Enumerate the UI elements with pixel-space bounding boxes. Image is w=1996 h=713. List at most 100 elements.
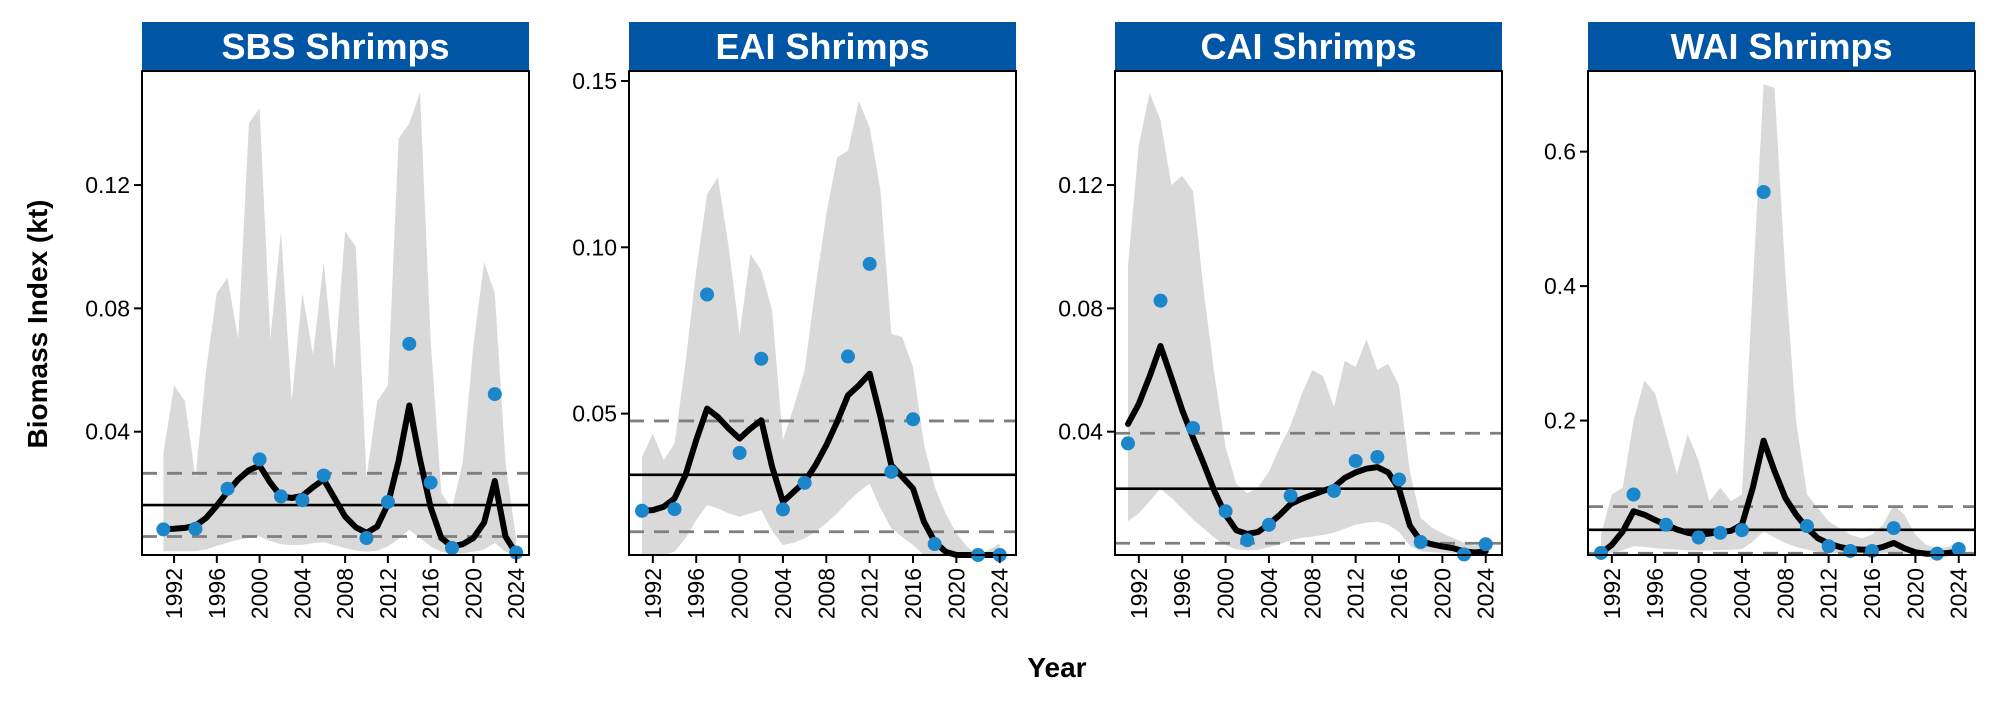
data-point	[509, 545, 524, 560]
data-point	[1756, 185, 1771, 199]
x-tick-label: 2008	[813, 568, 839, 619]
y-tick-label: 0.04	[1058, 419, 1103, 445]
facet-strip-title: WAI Shrimps	[1670, 26, 1892, 67]
facet-panel: CAI Shrimps 0.04 0.08 0.12 1992 1996 2000 2004 2…	[1058, 22, 1503, 619]
x-axis-title: Year	[1027, 652, 1086, 683]
x-tick-label: 2012	[375, 568, 401, 619]
facet-strip	[1115, 22, 1502, 71]
data-point	[1930, 546, 1945, 561]
y-tick-label: 0.2	[1544, 408, 1576, 434]
x-tick-label: 2004	[1256, 568, 1282, 619]
facet-strip-title: CAI Shrimps	[1200, 26, 1416, 67]
confidence-ribbon	[1128, 92, 1486, 555]
x-tick-label: 2024	[1946, 568, 1972, 619]
y-tick-label: 0.08	[1058, 295, 1103, 321]
x-tick-label: 1992	[1126, 568, 1152, 619]
data-point	[862, 256, 877, 271]
data-point	[667, 502, 682, 517]
data-point	[1240, 533, 1255, 548]
data-point	[1734, 523, 1749, 538]
facet-panels: SBS Shrimps 0.04 0.08 0.12 1992 1996 2000 2004 2…	[85, 22, 1976, 619]
panel-border	[1114, 70, 1503, 556]
data-point	[402, 336, 417, 351]
y-tick-label: 0.15	[572, 68, 617, 94]
x-tick-label: 2008	[1772, 568, 1798, 619]
data-point	[1821, 539, 1836, 554]
x-tick-label: 2016	[1386, 568, 1412, 619]
x-tick-label: 2016	[1859, 568, 1885, 619]
data-point	[220, 481, 235, 496]
y-tick-label: 0.6	[1544, 139, 1576, 165]
x-tick-label: 1992	[640, 568, 666, 619]
x-tick-label: 1996	[683, 568, 709, 619]
data-point	[1799, 519, 1814, 534]
x-tick-label: 2004	[770, 568, 796, 619]
y-tick-label: 0.10	[572, 234, 617, 260]
data-point	[1261, 517, 1276, 532]
x-tick-label: 2020	[943, 568, 969, 619]
data-point	[635, 503, 650, 518]
facet-strip-title: EAI Shrimps	[715, 26, 929, 67]
data-point	[423, 475, 438, 490]
y-axis-title: Biomass Index (kt)	[22, 200, 53, 449]
x-tick-label: 2000	[1213, 568, 1239, 619]
y-tick-label: 0.4	[1544, 273, 1576, 299]
x-tick-label: 2020	[1902, 568, 1928, 619]
x-tick-label: 1996	[1169, 568, 1195, 619]
data-point	[840, 349, 855, 364]
x-tick-label: 2012	[857, 568, 883, 619]
data-point	[754, 351, 769, 366]
x-tick-label: 1996	[1642, 568, 1668, 619]
data-point	[1594, 545, 1609, 560]
x-tick-label: 2020	[1429, 568, 1455, 619]
data-point	[1626, 487, 1641, 502]
data-point	[1326, 483, 1341, 498]
facet-strip-title: SBS Shrimps	[221, 26, 449, 67]
data-point	[445, 540, 460, 555]
data-point	[1478, 537, 1493, 552]
data-point	[188, 521, 203, 536]
x-tick-label: 2024	[1473, 568, 1499, 619]
data-point	[1713, 525, 1728, 540]
data-point	[1659, 517, 1674, 532]
data-point	[1691, 530, 1706, 545]
facet-panel: WAI Shrimps 0.2 0.4 0.6 1992 1996 2000 2004 2008…	[1544, 22, 1976, 619]
x-tick-label: 2012	[1343, 568, 1369, 619]
data-point	[906, 412, 921, 427]
data-point	[700, 287, 715, 302]
data-point	[1392, 472, 1407, 487]
data-point	[316, 468, 331, 483]
data-point	[359, 531, 374, 546]
x-tick-label: 2012	[1816, 568, 1842, 619]
data-point	[1370, 449, 1385, 464]
x-tick-label: 2024	[987, 568, 1013, 619]
data-point	[156, 522, 171, 537]
x-tick-label: 1996	[204, 568, 230, 619]
panel-border	[141, 70, 530, 556]
data-point	[1951, 541, 1966, 556]
x-tick-label: 2000	[727, 568, 753, 619]
data-point	[732, 445, 747, 460]
confidence-ribbon	[163, 92, 517, 555]
x-tick-label: 2000	[1686, 568, 1712, 619]
facet-strip	[629, 22, 1016, 71]
confidence-ribbon	[642, 100, 1000, 556]
data-point	[1886, 521, 1901, 536]
data-point	[252, 452, 267, 467]
data-point	[1413, 535, 1428, 550]
y-tick-label: 0.04	[85, 419, 130, 445]
x-tick-label: 2020	[460, 568, 486, 619]
y-tick-label: 0.08	[85, 295, 130, 321]
y-tick-label: 0.05	[572, 401, 617, 427]
data-point	[1121, 436, 1136, 451]
facet-strip	[142, 22, 529, 71]
panel-border	[1587, 70, 1976, 556]
data-point	[380, 494, 395, 509]
data-point	[1153, 293, 1168, 308]
data-point	[884, 464, 899, 479]
x-tick-label: 1992	[1599, 568, 1625, 619]
data-point	[775, 502, 790, 517]
x-tick-label: 2000	[247, 568, 273, 619]
data-point	[1283, 488, 1298, 503]
